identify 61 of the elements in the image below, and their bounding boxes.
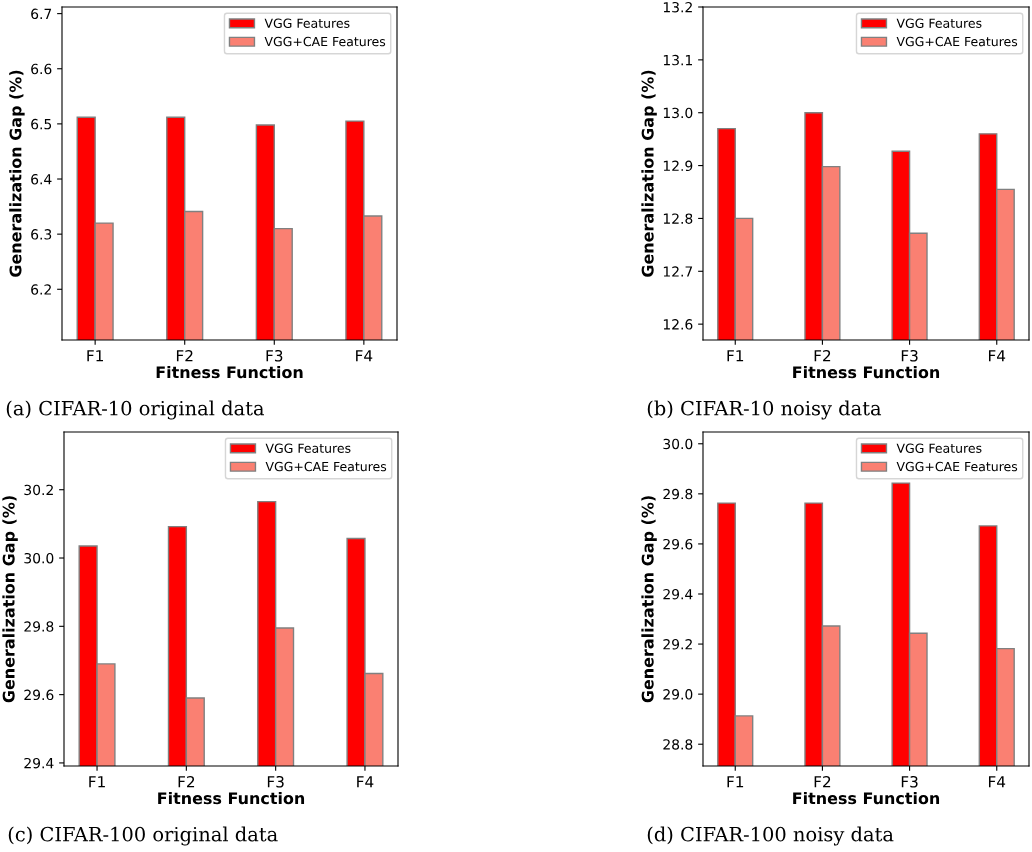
y-tick-label: 13.0: [663, 107, 693, 119]
x-axis-title: Fitness Function: [158, 791, 305, 805]
y-tick-label: 6.7: [31, 8, 52, 20]
x-tick-label: F1: [727, 776, 744, 788]
x-axis-title: Fitness Function: [156, 365, 303, 379]
legend-label: VGG+CAE Features: [896, 461, 1018, 472]
y-tick-label: 13.2: [663, 1, 692, 13]
y-tick-label: 29.6: [24, 689, 54, 701]
y-tick-label: 12.9: [663, 160, 693, 172]
y-axis-title: Generalization Gap (%): [2, 496, 18, 703]
y-tick-label: 13.1: [663, 54, 692, 66]
legend-label: VGG Features: [896, 18, 982, 28]
y-tick-label: 28.8: [663, 739, 693, 750]
y-tick-label: 6.4: [31, 173, 52, 185]
legend-label: VGG+CAE Features: [896, 36, 1018, 47]
legend-label: VGG+CAE Features: [265, 461, 387, 472]
x-tick-label: F1: [87, 350, 103, 362]
x-tick-label: F3: [901, 775, 918, 788]
y-tick-label: 29.6: [663, 538, 693, 550]
x-tick-label: F3: [901, 349, 918, 362]
x-axis-title: Fitness Function: [793, 791, 940, 805]
x-tick-label: F1: [89, 776, 105, 788]
legend-label: VGG+CAE Features: [264, 36, 386, 47]
text: (d) CIFAR-100 noisy data: [647, 826, 894, 846]
y-tick-label: 12.8: [663, 213, 693, 224]
y-tick-label: 29.4: [24, 757, 54, 769]
text: (b) CIFAR-10 noisy data: [647, 400, 882, 420]
x-tick-label: F2: [814, 349, 831, 362]
x-tick-label: F1: [727, 350, 744, 362]
x-tick-label: F2: [176, 349, 193, 362]
y-tick-label: 12.6: [663, 319, 693, 330]
x-tick-label: F2: [814, 775, 831, 788]
x-tick-label: F3: [266, 349, 283, 362]
text: (a) CIFAR-10 original data: [6, 400, 265, 420]
y-axis-title: Generalization Gap (%): [641, 70, 657, 277]
y-tick-label: 6.5: [31, 118, 52, 130]
x-tick-label: F4: [357, 776, 374, 788]
y-tick-label: 29.0: [663, 689, 693, 700]
x-tick-label: F4: [988, 776, 1006, 788]
y-tick-label: 6.2: [31, 284, 51, 295]
text: (c) CIFAR-100 original data: [8, 826, 278, 846]
y-tick-label: 29.8: [24, 621, 54, 632]
x-axis-title: Fitness Function: [793, 365, 940, 379]
x-tick-label: F4: [356, 350, 373, 362]
y-tick-label: 30.0: [24, 552, 54, 564]
x-tick-label: F3: [267, 775, 284, 788]
legend-label: VGG Features: [265, 443, 351, 453]
y-tick-label: 29.8: [663, 488, 693, 500]
y-tick-label: 30.0: [663, 438, 693, 450]
legend-label: VGG Features: [896, 443, 982, 453]
legend-label: VGG Features: [264, 18, 350, 28]
y-tick-label: 12.7: [663, 266, 693, 277]
y-tick-label: 6.3: [31, 229, 52, 240]
y-tick-label: 6.6: [31, 63, 52, 75]
y-axis-title: Generalization Gap (%): [641, 496, 657, 703]
y-tick-label: 29.2: [663, 639, 692, 650]
y-tick-label: 30.2: [24, 484, 53, 496]
y-tick-label: 29.4: [663, 588, 693, 600]
x-tick-label: F2: [178, 775, 195, 788]
x-tick-label: F4: [988, 350, 1006, 362]
y-axis-title: Generalization Gap (%): [9, 70, 25, 277]
